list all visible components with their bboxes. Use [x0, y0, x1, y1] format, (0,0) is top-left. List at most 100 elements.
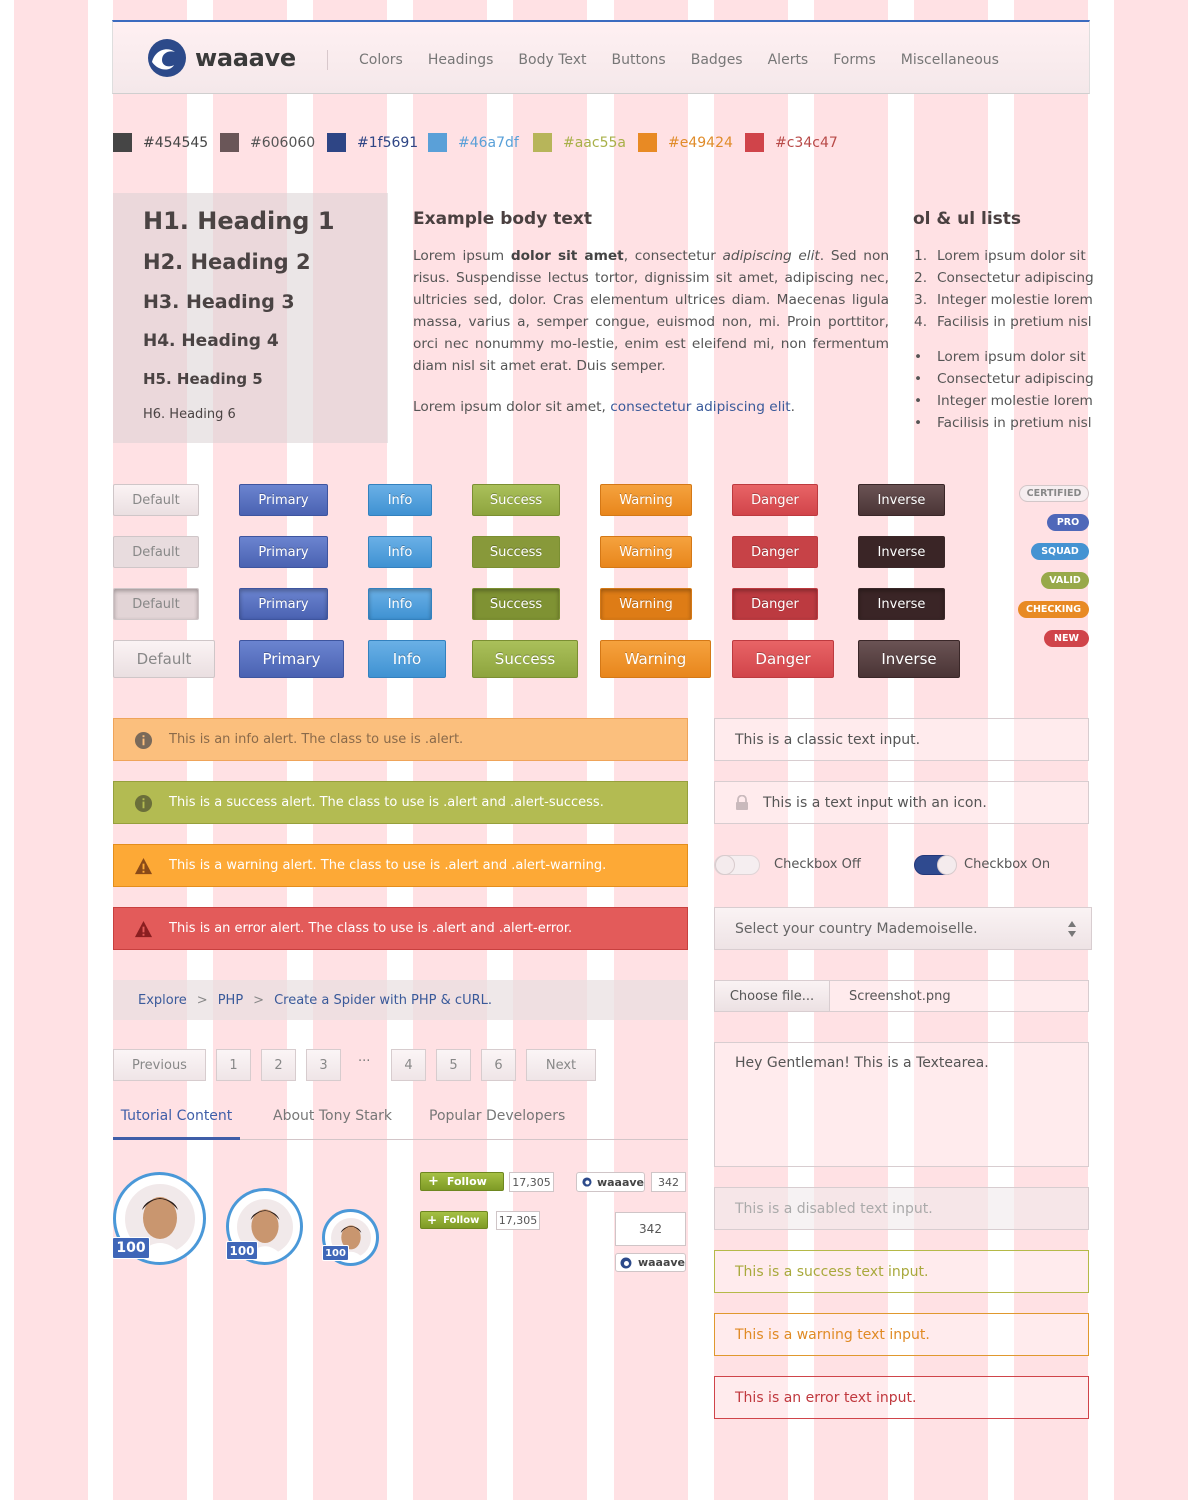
info-button-active[interactable]: Info: [368, 588, 432, 620]
pagination-page[interactable]: 4: [391, 1049, 426, 1081]
waaave-label: waaave: [637, 1256, 685, 1269]
nav-link-miscellaneous[interactable]: Miscellaneous: [900, 52, 999, 68]
waaave-button-vertical[interactable]: waaave: [615, 1253, 686, 1272]
default-button-hover[interactable]: Default: [113, 536, 199, 568]
lists-title: ol & ul lists: [913, 209, 1022, 229]
checkbox-off-label: Checkbox Off: [774, 857, 861, 872]
pagination-page[interactable]: 5: [436, 1049, 471, 1081]
nav-link-alerts[interactable]: Alerts: [767, 52, 809, 68]
checkbox-on-toggle[interactable]: [914, 855, 957, 875]
info-button-large[interactable]: Info: [368, 640, 446, 678]
avatar-count-badge: 100: [226, 1241, 258, 1260]
success-text-input[interactable]: This is a success text input.: [714, 1250, 1089, 1293]
file-input[interactable]: Choose file... Screenshot.png: [714, 980, 1089, 1012]
pagination-prev[interactable]: Previous: [113, 1049, 206, 1081]
primary-button[interactable]: Primary: [239, 484, 328, 516]
default-button[interactable]: Default: [113, 484, 199, 516]
grid-column: [14, 0, 88, 1500]
heading-h6: H6. Heading 6: [143, 407, 236, 422]
body-paragraph: Lorem ipsum dolor sit amet, consectetur …: [413, 248, 889, 374]
inverse-button[interactable]: Inverse: [858, 484, 945, 516]
inverse-button-active[interactable]: Inverse: [858, 588, 945, 620]
tab-tutorial-content[interactable]: Tutorial Content: [113, 1108, 240, 1140]
body-link[interactable]: consectetur adipiscing elit: [610, 399, 791, 415]
select-arrows-icon: [1068, 921, 1076, 937]
nav-link-badges[interactable]: Badges: [690, 52, 743, 68]
plus-icon: +: [428, 1174, 439, 1189]
headings-panel: H1. Heading 1 H2. Heading 2 H3. Heading …: [113, 193, 388, 443]
color-swatch: #46a7df: [428, 133, 519, 152]
alert-message: This is an error alert. The class to use…: [169, 921, 573, 936]
follow-button[interactable]: + Follow: [420, 1172, 504, 1191]
primary-button-hover[interactable]: Primary: [239, 536, 328, 568]
file-name: Screenshot.png: [849, 988, 951, 1004]
swatch-label: #606060: [250, 134, 316, 151]
badge-squad: SQUAD: [1031, 543, 1089, 560]
icon-text-input[interactable]: This is a text input with an icon.: [714, 781, 1089, 824]
tab-about-tony-stark[interactable]: About Tony Stark: [273, 1108, 393, 1124]
danger-button-large[interactable]: Danger: [732, 640, 834, 678]
error-text-input[interactable]: This is an error text input.: [714, 1376, 1089, 1419]
inverse-button-large[interactable]: Inverse: [858, 640, 960, 678]
breadcrumb-item[interactable]: Create a Spider with PHP & cURL.: [274, 992, 492, 1008]
logo-text: waaave: [195, 44, 296, 72]
swatch-label: #454545: [143, 134, 209, 151]
swatch-chip: [428, 133, 447, 152]
success-button-active[interactable]: Success: [472, 588, 560, 620]
list-item: 3. Integer molestie lorem: [914, 292, 1093, 308]
breadcrumb-item[interactable]: Explore: [138, 992, 187, 1008]
nav-link-colors[interactable]: Colors: [359, 52, 403, 68]
pagination-page[interactable]: 6: [481, 1049, 516, 1081]
danger-button-hover[interactable]: Danger: [732, 536, 818, 568]
nav-link-headings[interactable]: Headings: [427, 52, 494, 68]
disabled-text-input: This is a disabled text input.: [714, 1187, 1089, 1230]
primary-button-active[interactable]: Primary: [239, 588, 328, 620]
checkbox-off-toggle[interactable]: [714, 855, 760, 875]
warning-button-hover[interactable]: Warning: [600, 536, 692, 568]
info-button[interactable]: Info: [368, 484, 432, 516]
success-button[interactable]: Success: [472, 484, 560, 516]
tab-bar: Tutorial Content About Tony Stark Popula…: [113, 1106, 688, 1140]
success-button-large[interactable]: Success: [472, 640, 578, 678]
primary-button-large[interactable]: Primary: [239, 640, 344, 678]
choose-file-button[interactable]: Choose file...: [715, 981, 830, 1011]
badge-pro: PRO: [1047, 514, 1089, 531]
body-text-title: Example body text: [413, 209, 592, 229]
wave-logo-icon: [148, 39, 186, 77]
success-button-hover[interactable]: Success: [472, 536, 560, 568]
textarea[interactable]: Hey Gentleman! This is a Textearea.: [714, 1042, 1089, 1167]
pagination-next[interactable]: Next: [526, 1049, 596, 1081]
classic-text-input[interactable]: This is a classic text input.: [714, 718, 1089, 761]
warning-button[interactable]: Warning: [600, 484, 692, 516]
logo[interactable]: waaave: [147, 38, 296, 78]
default-button-large[interactable]: Default: [113, 640, 215, 678]
default-button-active[interactable]: Default: [113, 588, 199, 620]
warning-button-large[interactable]: Warning: [600, 640, 711, 678]
waaave-button[interactable]: waaave: [576, 1172, 645, 1192]
nav-link-buttons[interactable]: Buttons: [611, 52, 666, 68]
info-button-hover[interactable]: Info: [368, 536, 432, 568]
error-alert: This is an error alert. The class to use…: [113, 907, 688, 950]
inverse-button-hover[interactable]: Inverse: [858, 536, 945, 568]
pagination-page[interactable]: 1: [216, 1049, 251, 1081]
warning-button-active[interactable]: Warning: [600, 588, 692, 620]
list-item: • Facilisis in pretium nisl: [914, 415, 1092, 431]
heading-h1: H1. Heading 1: [143, 207, 335, 235]
danger-button[interactable]: Danger: [732, 484, 818, 516]
warning-text-input[interactable]: This is a warning text input.: [714, 1313, 1089, 1356]
lock-icon: [736, 795, 748, 810]
follow-button-small[interactable]: + Follow: [420, 1211, 488, 1229]
pagination-page[interactable]: 2: [261, 1049, 296, 1081]
avatar-count-badge: 100: [112, 1237, 150, 1259]
nav-link-forms[interactable]: Forms: [833, 52, 876, 68]
pagination-page[interactable]: 3: [306, 1049, 341, 1081]
follow-count: 17,305: [496, 1211, 540, 1230]
heading-h5: H5. Heading 5: [143, 370, 263, 388]
swatch-chip: [533, 133, 552, 152]
danger-button-active[interactable]: Danger: [732, 588, 818, 620]
waaave-count: 342: [651, 1172, 686, 1192]
breadcrumb-item[interactable]: PHP: [217, 992, 244, 1008]
tab-popular-developers[interactable]: Popular Developers: [429, 1108, 566, 1124]
country-select[interactable]: Select your country Mademoiselle.: [714, 907, 1092, 950]
nav-link-body-text[interactable]: Body Text: [518, 52, 587, 68]
